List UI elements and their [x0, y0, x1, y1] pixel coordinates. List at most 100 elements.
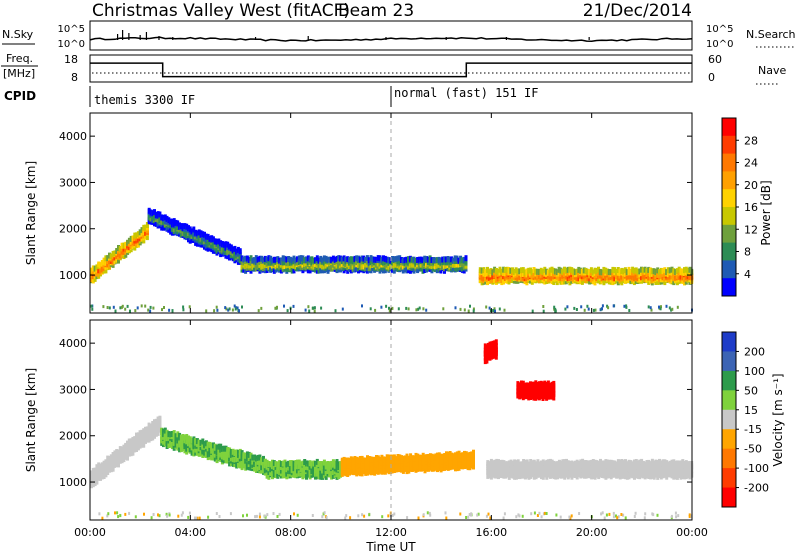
- power-near-range-cell: [231, 308, 234, 312]
- velocity-cell: [324, 473, 328, 480]
- velocity-cell: [500, 459, 504, 466]
- power-near-range-cell: [454, 306, 457, 310]
- velocity-cell: [554, 473, 558, 480]
- velocity-cell: [521, 384, 525, 391]
- power-cell: [355, 255, 359, 262]
- power-cell: [611, 270, 615, 277]
- velocity-cell: [258, 454, 262, 461]
- power-near-range-cell: [90, 304, 93, 308]
- velocity-cell: [595, 466, 599, 473]
- velocity-cell: [331, 459, 335, 466]
- velocity-cell: [271, 459, 274, 466]
- power-cell: [545, 268, 549, 275]
- velocity-cell: [650, 458, 654, 465]
- power-cell: [333, 256, 337, 263]
- power-cell: [281, 255, 285, 262]
- velocity-cell: [536, 385, 540, 391]
- velocity-cell: [527, 394, 531, 401]
- velocity-cell: [287, 472, 291, 479]
- power-cell: [378, 255, 382, 262]
- power-cell: [287, 265, 291, 272]
- power-cell: [572, 272, 575, 279]
- velocity-cell: [355, 470, 359, 477]
- power-cell: [652, 268, 656, 275]
- power-cell: [613, 267, 617, 274]
- velocity-cell: [495, 468, 499, 475]
- power-cell: [410, 261, 414, 268]
- power-cell: [546, 269, 550, 276]
- power-cell: [376, 255, 380, 262]
- power-cell: [385, 256, 389, 263]
- power-cell: [328, 256, 332, 263]
- velocity-cell: [634, 459, 638, 465]
- power-cell: [167, 226, 171, 233]
- power-cell: [502, 278, 506, 285]
- velocity-cell: [457, 456, 461, 463]
- velocity-near-range-cell: [417, 516, 420, 520]
- velocity-cell: [545, 473, 549, 480]
- power-cell: [401, 263, 405, 270]
- nave-label: Nave: [758, 64, 786, 77]
- velocity-cell: [213, 443, 217, 450]
- power-cell: [256, 263, 260, 270]
- power-cell: [503, 270, 507, 277]
- power-cell: [353, 255, 357, 262]
- velocity-cell: [210, 442, 214, 449]
- velocity-cell: [178, 441, 182, 448]
- power-cell: [145, 234, 149, 241]
- velocity-colorbar-tick-label: -200: [744, 482, 769, 495]
- velocity-cell: [176, 444, 180, 451]
- freq-tick-bottom: 8: [71, 71, 78, 84]
- power-cell: [385, 261, 389, 268]
- power-cell: [240, 255, 244, 262]
- velocity-cell: [217, 443, 221, 450]
- velocity-near-range-cell: [150, 516, 153, 520]
- chart-title: Christmas Valley West (fitACF): [92, 1, 350, 21]
- power-cell: [428, 259, 432, 265]
- velocity-cell: [647, 463, 651, 470]
- velocity-cell: [192, 450, 196, 457]
- power-cell: [494, 274, 498, 281]
- power-cell: [622, 274, 626, 281]
- velocity-cell: [485, 357, 489, 364]
- velocity-cell: [376, 455, 380, 462]
- power-cell: [367, 265, 371, 271]
- power-cell: [283, 259, 287, 265]
- velocity-cell: [135, 442, 138, 449]
- power-cell: [222, 249, 226, 256]
- velocity-cell: [421, 452, 425, 459]
- power-cell: [616, 279, 620, 286]
- velocity-cell: [120, 446, 124, 453]
- velocity-cell: [324, 468, 328, 475]
- power-cell: [647, 278, 651, 285]
- velocity-cell: [215, 457, 219, 464]
- velocity-cell: [229, 449, 233, 455]
- power-cell: [339, 255, 342, 262]
- power-cell: [509, 267, 513, 274]
- velocity-near-range-cell: [603, 516, 606, 520]
- velocity-cell: [337, 461, 341, 468]
- velocity-cell: [376, 462, 380, 469]
- velocity-cell: [548, 458, 552, 465]
- power-near-range-cell: [260, 306, 263, 310]
- power-near-range-cell: [216, 308, 219, 312]
- power-cell: [564, 267, 568, 274]
- velocity-cell: [348, 462, 351, 469]
- power-cell: [290, 267, 294, 274]
- velocity-cell: [631, 466, 635, 472]
- power-cell: [401, 257, 405, 264]
- velocity-cell: [548, 392, 552, 399]
- power-cell: [561, 272, 565, 279]
- power-cell: [663, 267, 667, 274]
- power-near-range-cell: [233, 304, 236, 308]
- velocity-near-range-cell: [568, 515, 571, 519]
- velocity-cell: [638, 459, 642, 466]
- power-near-range-cell: [134, 309, 137, 313]
- velocity-cell: [269, 461, 273, 468]
- velocity-cell: [593, 463, 597, 470]
- velocity-cell: [607, 472, 611, 479]
- velocity-cell: [396, 463, 400, 470]
- velocity-cell: [532, 459, 536, 466]
- power-cell: [117, 250, 120, 257]
- power-cell: [500, 274, 504, 281]
